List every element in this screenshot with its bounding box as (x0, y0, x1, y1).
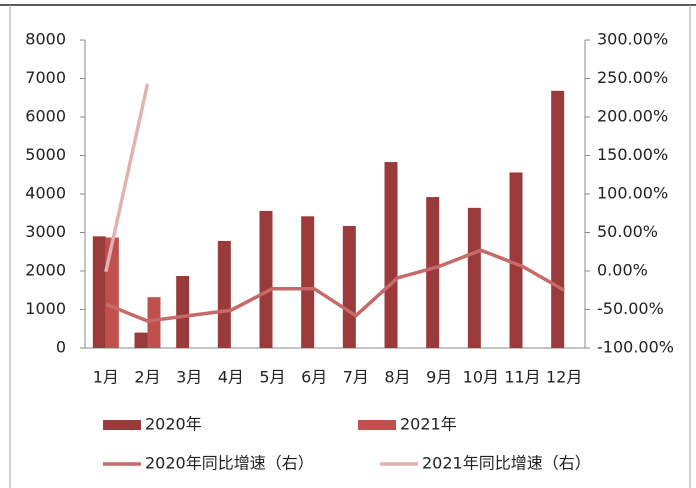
legend-label: 2021年 (400, 415, 457, 434)
x-tick-label: 6月 (301, 368, 327, 387)
bar (92, 236, 106, 348)
line (105, 248, 566, 323)
y2-tick-label: 250.00% (597, 68, 668, 87)
x-tick-label: 1月 (93, 368, 119, 387)
y-tick-label: 8000 (25, 30, 66, 49)
y-tick-label: 6000 (25, 107, 66, 126)
y-tick-label: 4000 (25, 184, 66, 203)
y-tick-label: 2000 (25, 261, 66, 280)
y2-tick-label: 200.00% (597, 107, 668, 126)
bar (509, 172, 523, 348)
x-tick-label: 2月 (134, 368, 160, 387)
y-tick-label: 1000 (25, 299, 66, 318)
legend-label: 2021年同比增速（右） (422, 454, 591, 473)
y2-tick-label: -50.00% (597, 299, 664, 318)
legend-label: 2020年同比增速（右） (145, 454, 314, 473)
legend-swatch (103, 420, 141, 430)
x-tick-label: 12月 (546, 368, 582, 387)
x-tick-label: 5月 (259, 368, 285, 387)
x-tick-label: 4月 (218, 368, 244, 387)
y-tick-label: 3000 (25, 222, 66, 241)
y2-tick-label: 0.00% (597, 261, 648, 280)
y2-tick-label: 150.00% (597, 145, 668, 164)
bar (342, 225, 356, 348)
x-tick-label: 7月 (343, 368, 369, 387)
bar (147, 297, 161, 348)
bar (384, 162, 398, 348)
y-tick-label: 0 (56, 338, 66, 357)
x-tick-label: 3月 (176, 368, 202, 387)
bar (134, 332, 148, 348)
bar (467, 207, 481, 348)
legend-swatch (358, 420, 396, 430)
bar (259, 210, 273, 348)
y2-tick-label: 300.00% (597, 30, 668, 49)
y-tick-label: 5000 (25, 145, 66, 164)
bar (551, 90, 565, 348)
y-tick-label: 7000 (25, 68, 66, 87)
y2-tick-label: 100.00% (597, 184, 668, 203)
bar (105, 237, 119, 348)
y2-tick-label: -100.00% (597, 338, 674, 357)
x-tick-label: 10月 (463, 368, 499, 387)
x-tick-label: 8月 (384, 368, 410, 387)
legend-label: 2020年 (145, 415, 202, 434)
bar (301, 216, 315, 348)
bar (176, 276, 190, 348)
y2-tick-label: 50.00% (597, 222, 658, 241)
x-tick-label: 9月 (426, 368, 452, 387)
bar (426, 197, 440, 348)
bar (217, 240, 231, 348)
line (104, 83, 150, 273)
x-tick-label: 11月 (504, 368, 540, 387)
